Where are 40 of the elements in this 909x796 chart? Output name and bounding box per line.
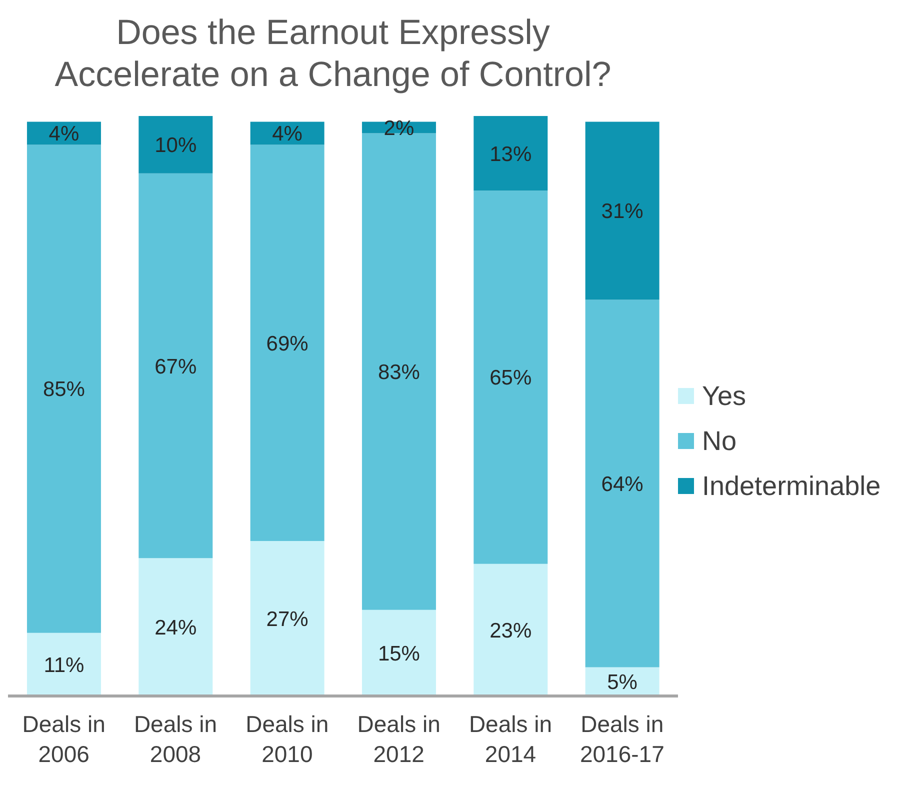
legend-label: No [702, 426, 737, 456]
data-label: 31% [601, 200, 644, 224]
x-tick-label: Deals in 2010 [246, 711, 329, 767]
bar [474, 564, 548, 696]
bar [138, 116, 213, 174]
data-label: 67% [154, 355, 197, 378]
bar [250, 144, 324, 541]
data-label: 27% [266, 608, 308, 631]
data-label: 83% [378, 361, 420, 384]
bar [474, 116, 548, 191]
data-label: 5% [607, 671, 638, 694]
bar [585, 300, 660, 668]
bar [138, 173, 213, 558]
data-label: 4% [48, 122, 80, 146]
bar [362, 610, 436, 696]
chart-title: Does the Earnout Expressly Accelerate on a Change of Control? [54, 12, 612, 96]
data-label: 23% [490, 619, 532, 642]
data-label: 24% [154, 616, 197, 640]
data-label: 10% [154, 134, 197, 158]
data-label: 13% [490, 142, 532, 166]
data-label: 4% [272, 122, 302, 146]
x-tick-label: Deals in 2016-17 [580, 711, 664, 767]
bar [585, 122, 660, 300]
x-tick-label: Deals in 2008 [134, 711, 218, 767]
x-tick-label: Deals in 2006 [22, 711, 106, 767]
data-label: 65% [490, 366, 532, 390]
bar [26, 632, 101, 696]
x-tick-label: Deals in 2014 [468, 711, 552, 767]
data-label: 85% [42, 378, 85, 402]
bar [474, 190, 548, 564]
data-label: 64% [601, 472, 644, 496]
legend-label: Yes [702, 380, 746, 412]
data-label: 11% [44, 654, 84, 677]
bar [250, 540, 324, 696]
legend-label: Indeterminable [702, 470, 881, 502]
bar [26, 144, 101, 633]
x-tick-label: Deals in 2012 [357, 711, 440, 767]
data-label: 15% [378, 642, 420, 666]
data-label: 69% [266, 332, 308, 356]
bar [138, 558, 213, 696]
